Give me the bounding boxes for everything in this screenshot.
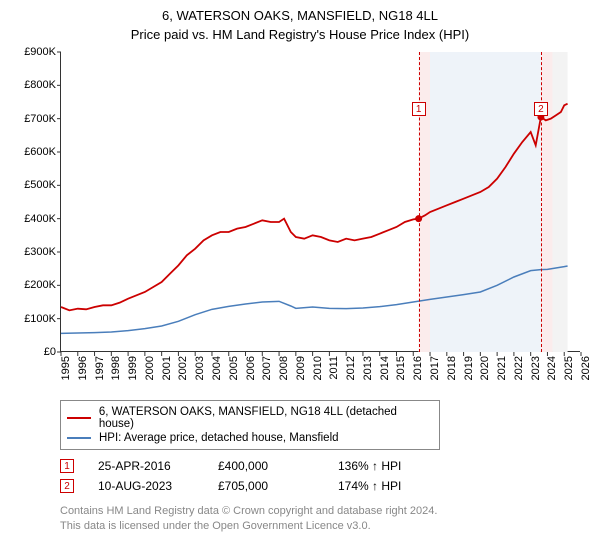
x-tick-label: 2001 — [161, 356, 173, 380]
x-tick-label: 2004 — [211, 356, 223, 380]
shaded-band — [541, 52, 553, 352]
x-tick-label: 2007 — [261, 356, 273, 380]
marker-legend: 1 25-APR-2016 £400,000 136% ↑ HPI 2 10-AUG-20… — [60, 456, 590, 496]
x-tick-label: 2011 — [328, 356, 340, 380]
x-tick-label: 2005 — [228, 356, 240, 380]
x-tick-label: 2023 — [530, 356, 542, 380]
y-tick-label: £200K — [24, 279, 56, 291]
x-tick-label: 2002 — [177, 356, 189, 380]
x-tick-label: 2024 — [546, 356, 558, 380]
plot-wrap: £0 £100K £200K £300K £400K £500K £600K £700K £80… — [10, 52, 590, 392]
footer-note: Contains HM Land Registry data © Crown c… — [60, 504, 590, 534]
y-axis: £0£100K£200K£300K£400K£500K£600K£700K£80… — [10, 52, 60, 352]
x-tick-label: 2022 — [513, 356, 525, 380]
marker-legend-date: 25-APR-2016 — [98, 459, 194, 473]
chart-title: 6, WATERSON OAKS, MANSFIELD, NG18 4LL — [10, 8, 590, 23]
footer-line2: This data is licensed under the Open Gov… — [60, 519, 590, 534]
y-tick-label: £500K — [24, 179, 56, 191]
shaded-band — [430, 52, 541, 352]
x-tick-label: 2012 — [345, 356, 357, 380]
legend-row: 6, WATERSON OAKS, MANSFIELD, NG18 4LL (d… — [67, 405, 433, 431]
marker-legend-rel: 136% ↑ HPI — [338, 459, 434, 473]
x-tick-label: 2021 — [496, 356, 508, 380]
x-tick-label: 2013 — [362, 356, 374, 380]
x-tick-label: 2006 — [245, 356, 257, 380]
plot-area: 12 — [60, 52, 580, 352]
marker-number-box: 2 — [534, 102, 548, 116]
marker-legend-price: £705,000 — [218, 479, 314, 493]
marker-legend-price: £400,000 — [218, 459, 314, 473]
marker-number-box: 1 — [412, 102, 426, 116]
plot-svg — [61, 52, 580, 351]
x-tick-label: 2016 — [412, 356, 424, 380]
legend-label: HPI: Average price, detached house, Mans… — [99, 432, 339, 444]
marker-line — [541, 52, 542, 352]
x-tick-label: 2000 — [144, 356, 156, 380]
marker-legend-row: 2 10-AUG-2023 £705,000 174% ↑ HPI — [60, 476, 590, 496]
y-tick-label: £100K — [24, 313, 56, 325]
x-tick-label: 1999 — [127, 356, 139, 380]
legend-label: 6, WATERSON OAKS, MANSFIELD, NG18 4LL (d… — [99, 406, 433, 430]
x-tick-label: 2003 — [194, 356, 206, 380]
x-tick-label: 2019 — [463, 356, 475, 380]
footer-line1: Contains HM Land Registry data © Crown c… — [60, 504, 590, 519]
legend-swatch — [67, 417, 91, 419]
y-tick-label: £900K — [24, 46, 56, 58]
marker-legend-row: 1 25-APR-2016 £400,000 136% ↑ HPI — [60, 456, 590, 476]
marker-line — [419, 52, 420, 352]
x-tick-label: 2017 — [429, 356, 441, 380]
y-tick-label: £400K — [24, 213, 56, 225]
y-tick-label: £300K — [24, 246, 56, 258]
x-tick-label: 2018 — [446, 356, 458, 380]
legend-swatch — [67, 437, 91, 439]
x-tick-label: 2009 — [295, 356, 307, 380]
marker-legend-number: 1 — [60, 459, 74, 473]
shaded-band — [419, 52, 430, 352]
legend: 6, WATERSON OAKS, MANSFIELD, NG18 4LL (d… — [60, 400, 440, 450]
x-tick-label: 2020 — [479, 356, 491, 380]
x-tick-label: 1996 — [77, 356, 89, 380]
x-tick-label: 2025 — [563, 356, 575, 380]
marker-legend-date: 10-AUG-2023 — [98, 479, 194, 493]
y-tick-label: £600K — [24, 146, 56, 158]
y-tick-label: £700K — [24, 113, 56, 125]
x-tick-label: 1997 — [94, 356, 106, 380]
x-axis: 1995 1996 1997 1998 1999 2000 2001 2002 2003 2004… — [60, 352, 580, 392]
x-tick-label: 2026 — [580, 356, 592, 380]
x-tick-label: 1995 — [60, 356, 72, 380]
y-tick-label: £800K — [24, 79, 56, 91]
marker-legend-number: 2 — [60, 479, 74, 493]
chart-container: 6, WATERSON OAKS, MANSFIELD, NG18 4LL Pr… — [0, 0, 600, 544]
x-tick-label: 2010 — [312, 356, 324, 380]
y-tick-label: £0 — [44, 346, 56, 358]
x-tick-label: 2015 — [395, 356, 407, 380]
legend-row: HPI: Average price, detached house, Mans… — [67, 431, 433, 445]
marker-legend-rel: 174% ↑ HPI — [338, 479, 434, 493]
shaded-band — [552, 52, 567, 352]
x-tick-label: 2014 — [379, 356, 391, 380]
chart-subtitle: Price paid vs. HM Land Registry's House … — [10, 27, 590, 42]
x-tick-label: 1998 — [110, 356, 122, 380]
x-tick-label: 2008 — [278, 356, 290, 380]
